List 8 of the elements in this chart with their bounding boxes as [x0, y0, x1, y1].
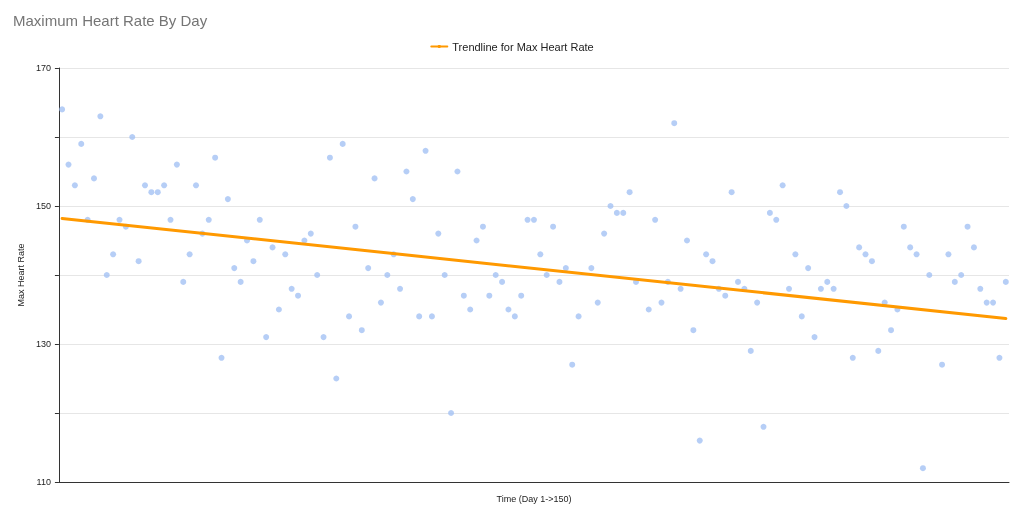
x-axis-title: Time (Day 1->150): [496, 493, 572, 504]
legend-label: Trendline for Max Heart Rate: [452, 40, 594, 53]
y-tick-label: 170: [35, 63, 51, 73]
y-tick-label: 110: [36, 477, 51, 487]
y-tick-label: 150: [35, 201, 51, 211]
chart-title: Maximum Heart Rate By Day: [13, 12, 208, 29]
y-tick-label: 130: [35, 339, 51, 349]
y-axis-title: Max Heart Rate: [15, 243, 26, 307]
